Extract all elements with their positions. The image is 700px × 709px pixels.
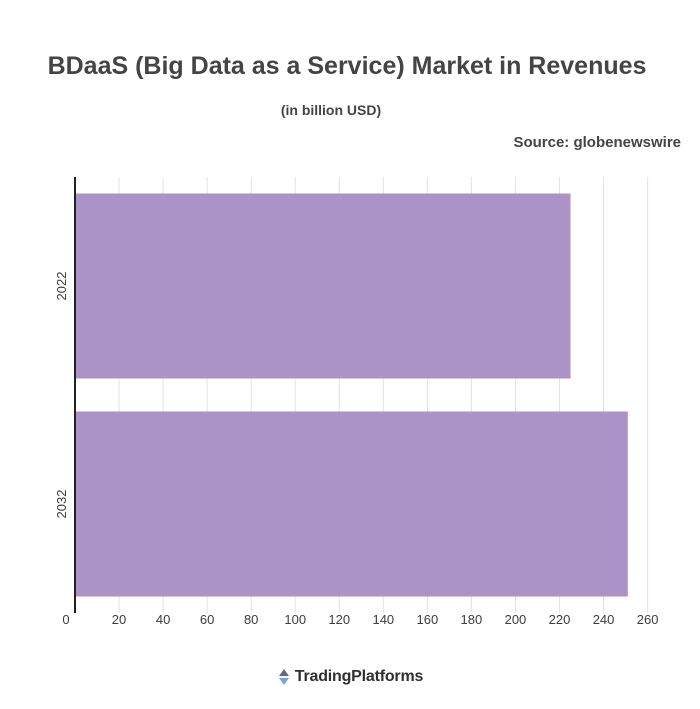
x-tick-label: 140 [372, 612, 394, 627]
x-tick-labels: 0 20 40 60 80 100 120 140 160 180 200 220 240 260 [62, 612, 658, 627]
bar-2032 [75, 411, 628, 597]
x-tick-label: 80 [244, 612, 258, 627]
x-tick-label: 100 [284, 612, 306, 627]
bar-2022 [75, 193, 571, 379]
x-tick-label: 20 [112, 612, 126, 627]
y-tick-label: 2032 [54, 490, 69, 519]
brand-name: TradingPlatforms [294, 668, 424, 685]
bar-chart: 0 20 40 60 80 100 120 140 160 180 200 220 240 260 202… [54, 177, 658, 627]
x-tick-label: 240 [593, 612, 615, 627]
x-tick-label: 220 [549, 612, 571, 627]
x-tick-label: 60 [200, 612, 214, 627]
chart-title: BDaaS (Big Data as a Service) Market in … [47, 52, 647, 80]
bars [75, 193, 628, 597]
x-tick-label: 160 [417, 612, 439, 627]
x-tick-label: 180 [461, 612, 483, 627]
y-tick-label: 2022 [54, 272, 69, 301]
trading-platforms-logo-icon [278, 669, 289, 685]
x-tick-label: 0 [62, 612, 69, 627]
source-label: Source: globenewswire [513, 134, 681, 151]
x-tick-label: 200 [505, 612, 527, 627]
x-tick-label: 40 [156, 612, 170, 627]
chart-subtitle: (in billion USD) [280, 102, 382, 118]
y-tick-labels: 2022 2032 [54, 272, 69, 519]
x-tick-label: 120 [328, 612, 350, 627]
brand-logo: TradingPlatforms [0, 664, 700, 690]
x-tick-label: 260 [637, 612, 659, 627]
